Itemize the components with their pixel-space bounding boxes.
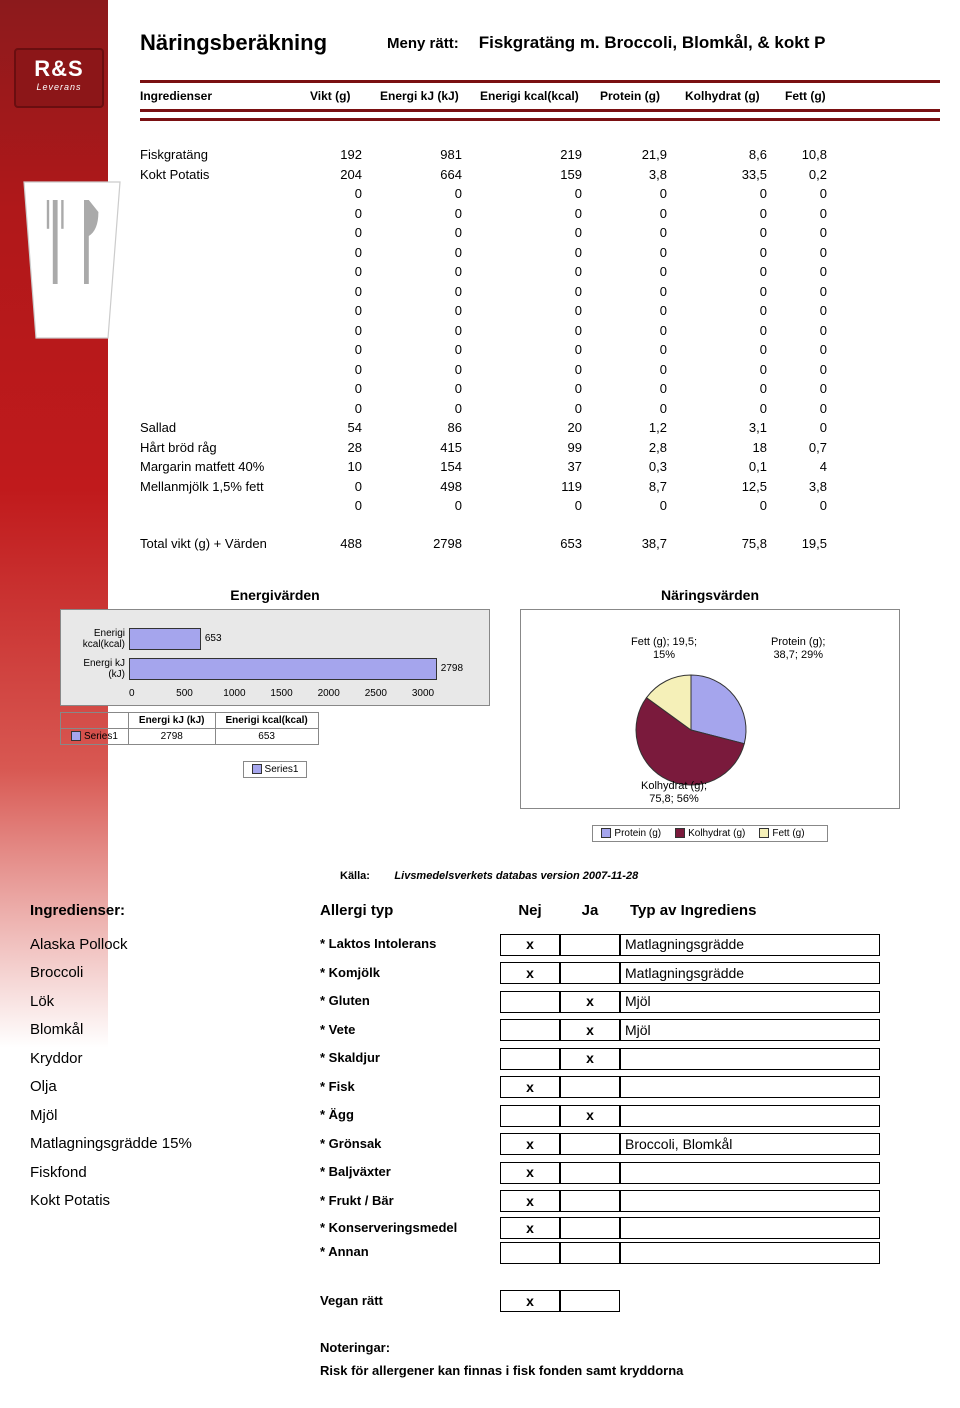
charts: Energivärden Enerigi kcal(kcal)653Energi…	[60, 581, 940, 842]
table-row: 000000	[140, 496, 940, 516]
table-row: 000000	[140, 321, 940, 341]
header: Näringsberäkning Meny rätt: Fiskgratäng …	[140, 30, 940, 56]
notes-text: Risk för allergener kan finnas i fisk fo…	[320, 1363, 940, 1378]
table-row: Mellanmjölk 1,5% fett04981198,712,53,8	[140, 477, 940, 497]
allergen-row: * Annan	[30, 1240, 940, 1265]
table-row: 000000	[140, 184, 940, 204]
notes-heading: Noteringar:	[320, 1340, 940, 1355]
page-title: Näringsberäkning	[140, 30, 327, 56]
table-row: 000000	[140, 340, 940, 360]
energy-plot: Enerigi kcal(kcal)653Energi kJ (kJ)27980…	[60, 609, 490, 706]
table-row: 000000	[140, 204, 940, 224]
table-row: Margarin matfett 40%10154370,30,14	[140, 457, 940, 477]
total-row: Total vikt (g) + Värden 488 2798 653 38,…	[140, 536, 940, 551]
total-vikt: 488	[310, 536, 380, 551]
col-kcal: Enerigi kcal(kcal)	[480, 89, 600, 103]
table-row: Sallad5486201,23,10	[140, 418, 940, 438]
total-kolh: 75,8	[685, 536, 785, 551]
table-header: Ingredienser Vikt (g) Energi kJ (kJ) Ene…	[140, 83, 940, 109]
menu-label: Meny rätt:	[387, 35, 459, 52]
allergen-row: Fiskfond * Baljväxter x	[30, 1159, 940, 1188]
allergen-row: Blomkål * Vete x Mjöl	[30, 1016, 940, 1045]
vegan-ja	[560, 1290, 620, 1312]
energy-legend: Series1	[243, 761, 308, 778]
nutrition-table: Ingredienser Vikt (g) Energi kJ (kJ) Ene…	[140, 80, 940, 112]
energy-chart: Energivärden Enerigi kcal(kcal)653Energi…	[60, 581, 490, 778]
allergen-row: Broccoli * Komjölk x Matlagningsgrädde	[30, 959, 940, 988]
allergen-row: Mjöl * Ägg x	[30, 1102, 940, 1131]
nutri-chart: Näringsvärden Protein (g);38,7; 29%Kolhy…	[520, 581, 900, 842]
total-protein: 38,7	[600, 536, 685, 551]
allergen-row: Kryddor * Skaldjur x	[30, 1045, 940, 1074]
table-row: 000000	[140, 301, 940, 321]
allergen-row: Lök * Gluten x Mjöl	[30, 988, 940, 1017]
table-row: Fiskgratäng19298121921,98,610,8	[140, 145, 940, 165]
dish-name: Fiskgratäng m. Broccoli, Blomkål, & kokt…	[479, 33, 826, 53]
col-ingredient: Ingredienser	[140, 89, 310, 103]
allergen-header: Ingredienser: Allergi typ Nej Ja Typ av …	[30, 902, 940, 919]
col-protein: Protein (g)	[600, 89, 685, 103]
vegan-nej: x	[500, 1290, 560, 1312]
pie-plot: Protein (g);38,7; 29%Kolhydrat (g);75,8;…	[520, 609, 900, 809]
energy-mini-table: Energi kJ (kJ) Enerigi kcal(kcal) Series…	[60, 712, 319, 745]
table-row: 000000	[140, 223, 940, 243]
table-row: Kokt Potatis2046641593,833,50,2	[140, 165, 940, 185]
table-row: Hårt bröd råg28415992,8180,7	[140, 438, 940, 458]
allergen-row: Kokt Potatis * Frukt / Bär x	[30, 1187, 940, 1216]
total-label: Total vikt (g) + Värden	[140, 536, 310, 551]
notes: Noteringar: Risk för allergener kan finn…	[320, 1340, 940, 1378]
nutri-chart-title: Näringsvärden	[520, 587, 900, 603]
vegan-label: Vegan rätt	[320, 1289, 500, 1314]
table-row: 000000	[140, 360, 940, 380]
col-kolh: Kolhydrat (g)	[685, 89, 785, 103]
total-fett: 19,5	[785, 536, 845, 551]
allergen-row: Olja * Fisk x	[30, 1073, 940, 1102]
total-kcal: 653	[480, 536, 600, 551]
table-row: 000000	[140, 282, 940, 302]
allergen-rows: Alaska Pollock * Laktos Intolerans x Mat…	[30, 931, 940, 1265]
table-row: 000000	[140, 262, 940, 282]
table-row: 000000	[140, 379, 940, 399]
col-vikt: Vikt (g)	[310, 89, 380, 103]
allergen-row: Alaska Pollock * Laktos Intolerans x Mat…	[30, 931, 940, 960]
allergen-row: * Konserveringsmedel x	[30, 1216, 940, 1241]
pie-legend: Protein (g)Kolhydrat (g)Fett (g)	[592, 825, 827, 842]
table-row: 000000	[140, 399, 940, 419]
table-row: 000000	[140, 243, 940, 263]
allergen-row: Matlagningsgrädde 15% * Grönsak x Brocco…	[30, 1130, 940, 1159]
data-rows: Fiskgratäng19298121921,98,610,8Kokt Pota…	[140, 121, 940, 516]
source-line: Källa: Livsmedelsverkets databas version…	[340, 870, 940, 882]
energy-chart-title: Energivärden	[60, 587, 490, 603]
allergen-section: Ingredienser: Allergi typ Nej Ja Typ av …	[30, 902, 940, 1378]
total-kj: 2798	[380, 536, 480, 551]
col-kj: Energi kJ (kJ)	[380, 89, 480, 103]
col-fett: Fett (g)	[785, 89, 845, 103]
